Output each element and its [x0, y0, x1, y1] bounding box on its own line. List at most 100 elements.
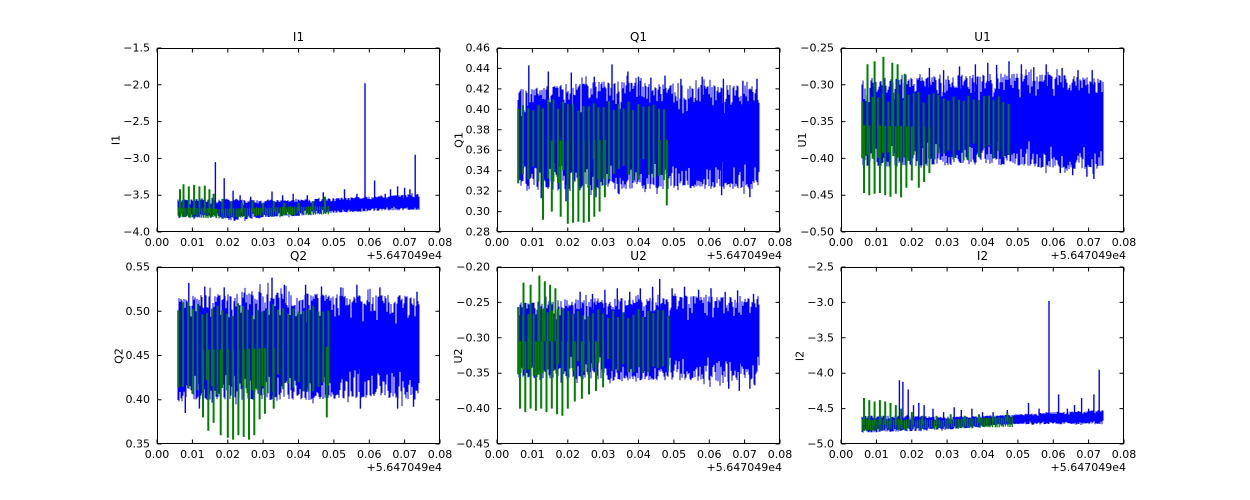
y-tick-label: −0.40	[456, 402, 490, 415]
y-tick-label: 0.30	[466, 205, 491, 218]
plot-area-u1: 0.00 0.01 0.02 0.03 0.04 0.05 0.06 0.07 0.08 −0.5…	[800, 42, 1136, 250]
y-tick-label: −0.25	[456, 296, 490, 309]
x-tick-label: 0.01	[180, 236, 205, 249]
x-tick-label: 0.05	[322, 448, 347, 461]
y-tick-label: −0.50	[800, 226, 834, 239]
x-tick-label: 0.03	[935, 448, 960, 461]
x-tick-label: 0.01	[520, 236, 545, 249]
x-axis-offset-label: +5.647049e4	[706, 249, 782, 262]
y-tick-label: −5.0	[807, 438, 834, 451]
x-tick-label: 0.07	[392, 448, 417, 461]
x-tick-label: 0.08	[1112, 236, 1137, 249]
x-tick-label: 0.04	[626, 236, 651, 249]
plot-area-q2: 0.00 0.01 0.02 0.03 0.04 0.05 0.06 0.07 0.08 0.35…	[126, 261, 453, 462]
subplot-q2: Q2 Q2 +5.647049e4 0.00 0.01 0.02 0.03 0.04 0.…	[112, 249, 453, 474]
x-tick-label: 0.07	[1076, 448, 1101, 461]
y-tick-label: −0.30	[456, 331, 490, 344]
y-tick-label: −0.45	[800, 189, 834, 202]
plot-area-i1: 0.00 0.01 0.02 0.03 0.04 0.05 0.06 0.07 0.08 −4.0…	[123, 42, 452, 250]
y-tick-label: 0.45	[126, 349, 151, 362]
y-axis-label-u2: U2	[452, 347, 466, 364]
y-tick-label: −0.25	[800, 42, 834, 55]
x-tick-label: 0.06	[357, 236, 382, 249]
x-tick-label: 0.05	[662, 236, 687, 249]
y-tick-label: −0.20	[456, 261, 490, 274]
x-tick-label: 0.00	[485, 448, 510, 461]
x-tick-label: 0.05	[1006, 236, 1031, 249]
x-tick-label: 0.01	[864, 236, 889, 249]
x-tick-label: 0.06	[357, 448, 382, 461]
plot-title-i1: I1	[292, 30, 305, 44]
y-tick-label: −4.0	[123, 226, 150, 239]
x-axis-offset-label: +5.647049e4	[1050, 249, 1126, 262]
y-axis-label-i2: I2	[793, 350, 807, 361]
plot-title-q1: Q1	[629, 30, 648, 44]
x-tick-label: 0.06	[1041, 236, 1066, 249]
y-tick-label: 0.34	[466, 164, 491, 177]
y-tick-label: −0.45	[456, 438, 490, 451]
y-tick-label: −4.0	[807, 367, 834, 380]
x-tick-label: 0.03	[251, 236, 275, 249]
y-tick-label: 0.55	[126, 261, 151, 274]
x-tick-label: 0.04	[626, 448, 651, 461]
x-tick-label: 0.07	[732, 236, 757, 249]
x-tick-label: 0.00	[829, 448, 854, 461]
x-tick-label: 0.08	[768, 448, 793, 461]
x-tick-label: 0.02	[216, 448, 241, 461]
y-tick-label: 0.36	[466, 144, 491, 157]
x-tick-label: 0.07	[392, 236, 417, 249]
x-tick-label: 0.03	[591, 448, 616, 461]
y-tick-label: −2.5	[123, 115, 150, 128]
x-tick-label: 0.02	[216, 236, 241, 249]
plot-area-q1: 0.00 0.01 0.02 0.03 0.04 0.05 0.06 0.07 0.08 0.28…	[466, 42, 793, 250]
y-axis-label-u1: U1	[796, 132, 810, 148]
y-tick-label: 0.40	[126, 393, 151, 406]
plot-title-i2: I2	[976, 249, 989, 263]
x-tick-label: 0.08	[428, 448, 453, 461]
plot-title-u2: U2	[630, 249, 647, 263]
x-tick-label: 0.00	[145, 448, 170, 461]
x-tick-label: 0.02	[556, 236, 581, 249]
subplot-u1: U1 U1 +5.647049e4 0.00 0.01 0.02 0.03 0.04 0.…	[796, 30, 1136, 262]
y-tick-label: −3.5	[123, 189, 150, 202]
x-tick-label: 0.08	[1112, 448, 1137, 461]
x-tick-label: 0.00	[145, 236, 170, 249]
x-tick-label: 0.04	[970, 448, 995, 461]
y-tick-label: 0.35	[126, 438, 151, 451]
subplot-u2: U2 U2 +5.647049e4 0.00 0.01 0.02 0.03 0.04 0.…	[452, 249, 792, 474]
subplot-q1: Q1 Q1 +5.647049e4 0.00 0.01 0.02 0.03 0.04 0.…	[452, 30, 793, 262]
x-axis-offset-label: +5.647049e4	[366, 249, 442, 262]
x-tick-label: 0.02	[556, 448, 581, 461]
y-tick-label: 0.42	[466, 82, 491, 95]
x-tick-label: 0.03	[935, 236, 960, 249]
y-tick-label: −3.0	[123, 152, 150, 165]
y-tick-label: −1.5	[123, 42, 150, 55]
y-tick-label: −0.35	[800, 115, 834, 128]
y-tick-label: 0.32	[466, 185, 491, 198]
x-tick-label: 0.06	[697, 236, 722, 249]
y-tick-label: 0.28	[466, 226, 491, 239]
y-tick-label: −0.40	[800, 152, 834, 165]
subplot-i1: I1 I1 +5.647049e4 0.00 0.01 0.02 0.03 0.04 0.…	[110, 30, 453, 262]
x-tick-label: 0.05	[662, 448, 687, 461]
x-tick-label: 0.02	[900, 236, 925, 249]
plot-area-u2: 0.00 0.01 0.02 0.03 0.04 0.05 0.06 0.07 0.08 −0.4…	[456, 261, 792, 462]
y-axis-label-i1: I1	[109, 134, 123, 146]
x-tick-label: 0.08	[428, 236, 453, 249]
y-tick-label: −0.35	[456, 367, 490, 380]
x-axis-offset-label: +5.647049e4	[366, 461, 442, 474]
x-tick-label: 0.00	[829, 236, 854, 249]
y-tick-label: −0.30	[800, 78, 834, 91]
plot-area-i2: 0.00 0.01 0.02 0.03 0.04 0.05 0.06 0.07 0.08 −5.0…	[807, 261, 1136, 462]
subplot-i2: I2 I2 +5.647049e4 0.00 0.01 0.02 0.03 0.04 0.…	[794, 249, 1137, 474]
x-tick-label: 0.04	[286, 448, 311, 461]
x-tick-label: 0.06	[1041, 448, 1066, 461]
y-tick-label: 0.46	[466, 42, 491, 55]
y-tick-label: −3.0	[807, 296, 834, 309]
x-tick-label: 0.05	[1006, 448, 1031, 461]
x-tick-label: 0.07	[1076, 236, 1101, 249]
x-tick-label: 0.08	[768, 236, 793, 249]
x-tick-label: 0.02	[900, 448, 925, 461]
x-tick-label: 0.01	[520, 448, 545, 461]
